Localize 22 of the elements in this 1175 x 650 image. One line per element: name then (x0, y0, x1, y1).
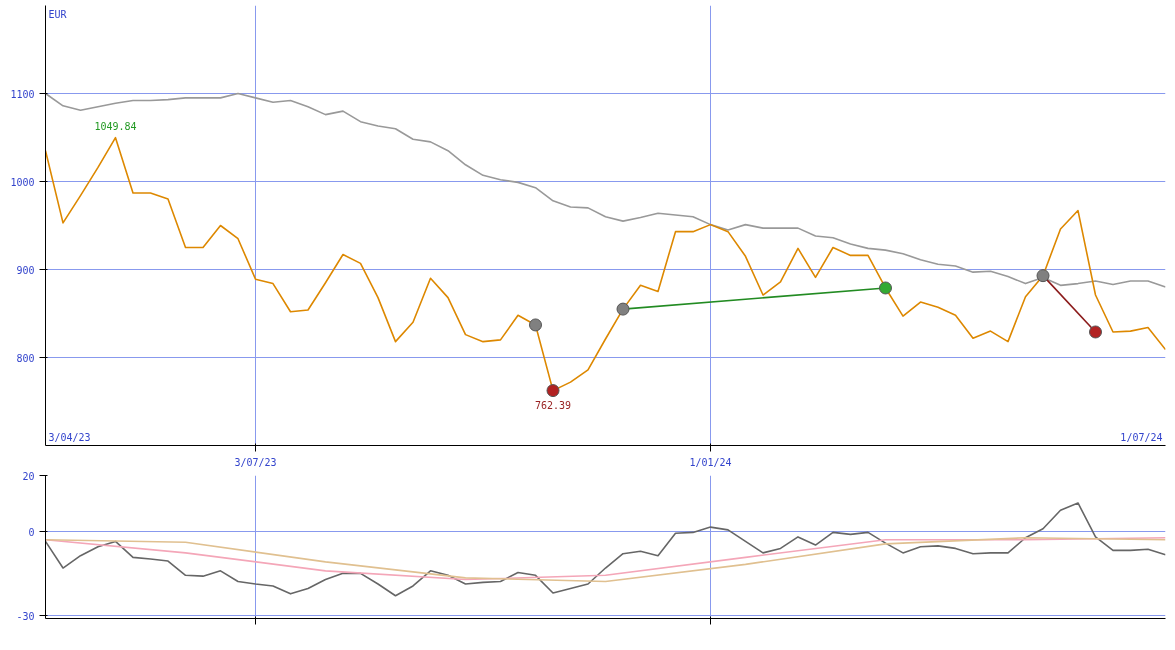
y-tick-label: -30 (16, 610, 35, 622)
point (546, 384, 560, 398)
y-tick-label: 20 (22, 470, 35, 482)
annotation: EUR (48, 8, 68, 20)
annotation: 762.39 (534, 399, 572, 411)
y-tick-label: 800 (16, 352, 35, 364)
y-tick-label: 1000 (10, 176, 35, 188)
y-tick-label: 0 (28, 526, 35, 538)
point (1089, 325, 1102, 339)
x-tick-label: 3/07/23 (234, 456, 277, 468)
line-series (45, 502, 1166, 597)
point (879, 281, 892, 295)
line-series (45, 92, 1166, 288)
point (529, 318, 542, 332)
annotation: 1049.84 (94, 120, 137, 132)
annotation: 3/04/23 (48, 431, 91, 443)
x-tick-label: 1/01/24 (689, 456, 732, 468)
point (616, 302, 630, 316)
point (1036, 269, 1050, 283)
y-tick-label: 1100 (10, 88, 35, 100)
annotation: 1/07/24 (1120, 431, 1163, 443)
y-tick-label: 900 (16, 264, 35, 276)
